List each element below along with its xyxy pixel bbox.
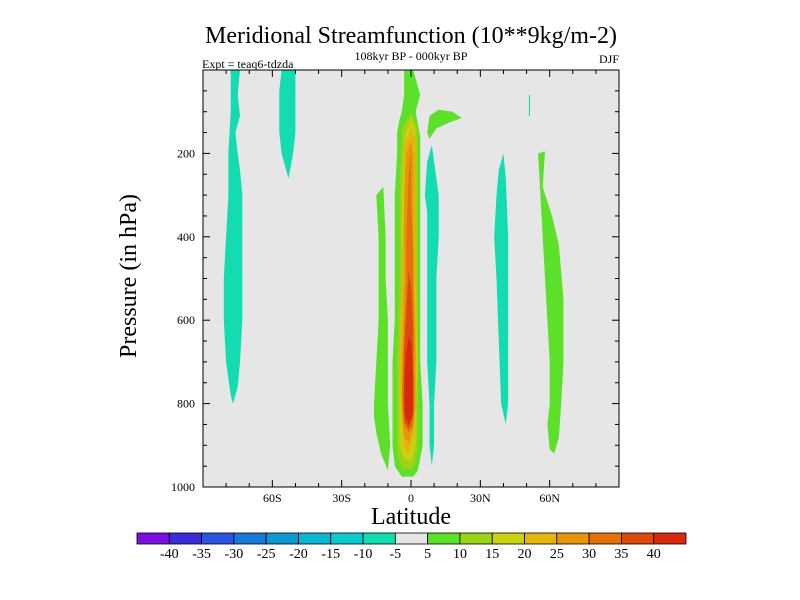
- colorbar-box: [588, 532, 622, 545]
- colorbar-box: [298, 532, 332, 545]
- colorbar-box: [330, 532, 364, 545]
- contour-region: [427, 109, 462, 139]
- colorbar-box: [136, 532, 170, 545]
- contour-region: [279, 70, 296, 179]
- colorbar-box: [653, 532, 687, 545]
- colorbar-label: -25: [257, 547, 276, 562]
- colorbar-label: -35: [192, 547, 211, 562]
- colorbar-label: -40: [160, 547, 179, 562]
- y-axis-label: Pressure (in hPa): [116, 194, 142, 358]
- chart-title: Meridional Streamfunction (10**9kg/m-2): [205, 23, 617, 49]
- colorbar-box: [621, 532, 655, 545]
- colorbar-label: 25: [550, 547, 564, 562]
- y-tick-label: 600: [177, 313, 195, 327]
- x-tick-label: 30N: [470, 491, 491, 505]
- colorbar-label: 40: [647, 547, 661, 562]
- contour-region: [424, 145, 439, 467]
- colorbar-box: [556, 532, 590, 545]
- contour-feature: [528, 95, 530, 116]
- y-tick-label: 400: [177, 230, 195, 244]
- colorbar-label: -20: [289, 547, 308, 562]
- x-tick-label: 30S: [332, 491, 351, 505]
- colorbar-box: [201, 532, 235, 545]
- colorbar-label: 20: [518, 547, 532, 562]
- season-label: DJF: [599, 52, 619, 66]
- colorbar-label: 5: [424, 547, 431, 562]
- contour-region: [374, 186, 391, 471]
- x-tick-label: 60N: [539, 491, 560, 505]
- x-axis-label: Latitude: [371, 504, 451, 530]
- y-tick-label: 800: [177, 397, 195, 411]
- colorbar-label: -10: [354, 547, 373, 562]
- colorbar-label: -5: [390, 547, 402, 562]
- contour-region: [494, 153, 509, 425]
- colorbar-box: [459, 532, 493, 545]
- x-tick-label: 60S: [263, 491, 282, 505]
- colorbar-box: [427, 532, 461, 545]
- experiment-label: Expt = teaq6-tdzda: [202, 57, 294, 71]
- colorbar-box: [168, 532, 202, 545]
- x-tick-label: 0: [408, 491, 414, 505]
- contour-region: [538, 151, 564, 454]
- colorbar: -40 -35 -30 -25 -20 -15 -10 -5 5 10 15 20 25 30 35 40: [136, 532, 687, 562]
- colorbar-label: -30: [225, 547, 244, 562]
- contour-regions: [223, 70, 564, 477]
- colorbar-label: 10: [453, 547, 467, 562]
- chart-subtitle: 108kyr BP - 000kyr BP: [355, 49, 468, 63]
- colorbar-label: -15: [321, 547, 340, 562]
- colorbar-label: 15: [485, 547, 499, 562]
- plot-area: 60S 30S 0 30N 60N 200 400 600 800 1000: [171, 69, 620, 505]
- hadley-core-level: [404, 336, 414, 425]
- colorbar-box: [362, 532, 396, 545]
- colorbar-box: [491, 532, 525, 545]
- colorbar-label: 30: [582, 547, 596, 562]
- colorbar-label: 35: [614, 547, 628, 562]
- y-tick-label: 200: [177, 146, 195, 160]
- axis-ticks: 60S 30S 0 30N 60N 200 400 600 800 1000: [171, 70, 619, 505]
- colorbar-box: [265, 532, 299, 545]
- contour-region: [223, 70, 243, 404]
- colorbar-box: [233, 532, 267, 545]
- colorbar-box: [524, 532, 558, 545]
- y-tick-label: 1000: [171, 480, 195, 494]
- colorbar-box: [394, 532, 429, 545]
